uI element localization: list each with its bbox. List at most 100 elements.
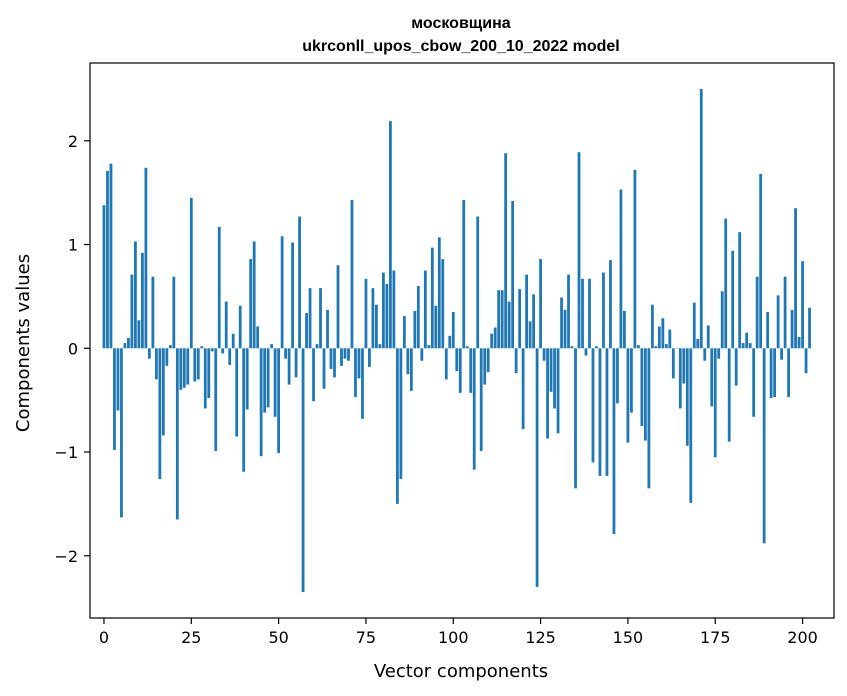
bar-154 [640,348,644,427]
bar-26 [193,348,197,382]
bar-176 [717,348,721,359]
bar-136 [577,152,581,349]
x-axis-ticks: 0 25 50 75 100 125 150 175 200 [99,618,818,647]
bar-61 [315,344,319,349]
bar-31 [210,348,214,352]
bar-5 [120,348,123,518]
bar-133 [567,274,570,349]
x-tick-label-125: 125 [525,628,556,647]
bar-27 [196,348,200,380]
bar-202 [808,307,811,349]
bar-46 [263,348,267,413]
bar-188 [759,174,763,349]
bar-17 [161,348,165,436]
bar-71 [350,199,354,349]
bar-135 [574,348,577,489]
bar-28 [200,346,204,349]
bar-29 [203,348,207,409]
bar-148 [619,189,623,349]
bar-55 [294,348,298,378]
bar-40 [242,348,246,472]
x-tick-label-175: 175 [700,628,731,647]
bar-150 [626,348,630,443]
bar-90 [416,286,420,349]
bar-3 [113,348,116,450]
bar-115 [504,153,508,349]
bar-21 [175,348,179,520]
bar-194 [780,348,783,360]
bar-98 [444,348,448,380]
bar-85 [399,348,403,479]
bar-43 [252,241,256,349]
bar-174 [710,348,714,407]
bar-74 [361,348,364,419]
bar-49 [273,348,277,417]
bar-87 [406,348,410,375]
bar-184 [745,332,749,349]
bar-89 [413,310,417,349]
bar-186 [752,348,756,417]
bar-91 [420,348,424,361]
x-tick-label-0: 0 [99,628,109,647]
bar-182 [738,232,742,349]
bar-105 [469,348,473,393]
y-tick-label--2: −2 [54,547,78,566]
bar-79 [378,344,382,349]
bar-16 [158,348,162,479]
bar-33 [217,226,221,349]
bar-179 [727,348,731,442]
bar-1 [106,170,109,349]
bar-117 [511,200,515,349]
bar-57 [301,348,305,593]
bar-175 [713,348,717,458]
bar-151 [630,348,633,413]
bar-125 [539,259,542,349]
bar-41 [245,348,249,410]
bar-160 [661,318,665,349]
x-tick-label-50: 50 [268,628,288,647]
x-tick-label-150: 150 [613,628,644,647]
bar-93 [427,345,431,349]
y-tick-label--1: −1 [54,443,78,462]
bar-121 [525,274,529,349]
bar-196 [787,348,790,398]
bar-34 [221,348,225,354]
bar-122 [528,321,532,349]
bar-11 [141,252,144,349]
bar-191 [769,348,773,399]
bar-110 [486,348,490,373]
bar-126 [542,348,546,361]
x-tick-label-25: 25 [181,628,201,647]
plot-frame [89,62,835,619]
bar-195 [783,276,787,349]
bar-7 [127,337,130,349]
bar-200 [801,261,804,349]
bar-185 [748,343,752,349]
bar-131 [560,297,563,349]
bar-104 [465,346,469,349]
bar-77 [371,288,375,349]
x-tick-label-100: 100 [438,628,469,647]
bar-70 [347,348,350,361]
bar-82 [389,121,392,349]
bar-170 [696,338,700,349]
bar-32 [214,348,218,451]
bar-59 [308,288,312,349]
bar-64 [326,309,329,349]
bar-60 [312,348,315,402]
bar-88 [409,348,413,391]
bar-83 [392,270,396,349]
bar-8 [130,274,134,349]
bar-141 [595,346,598,349]
bar-78 [375,304,378,349]
bar-22 [179,348,183,390]
bar-102 [458,348,462,393]
bar-157 [650,304,654,349]
bar-96 [437,237,441,349]
bar-30 [207,348,211,399]
bar-48 [270,344,274,349]
bar-10 [137,320,141,349]
bar-35 [224,301,228,349]
bar-197 [790,309,794,349]
bar-25 [189,197,193,349]
